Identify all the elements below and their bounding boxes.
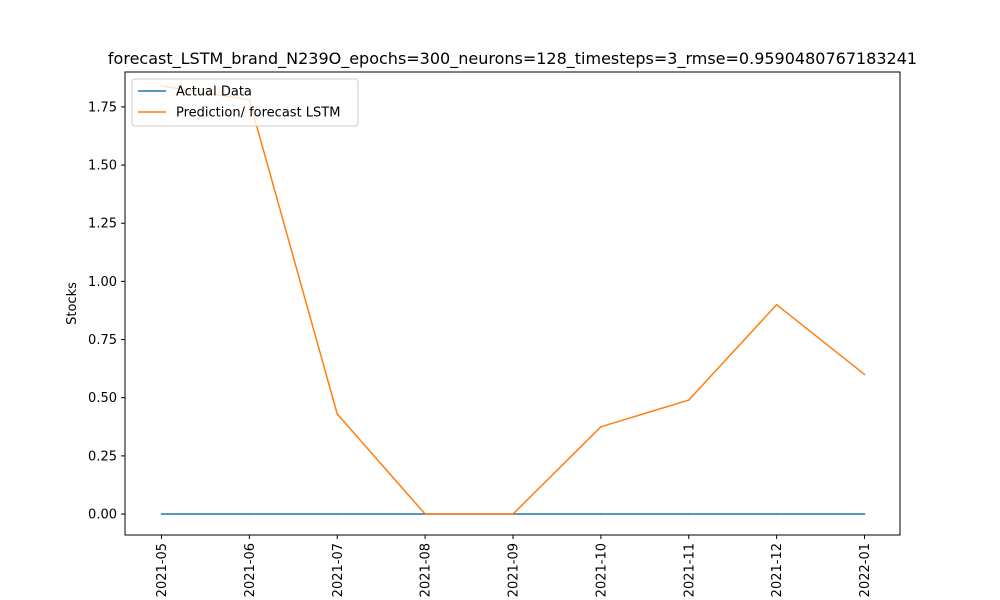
y-axis-title: Stocks (65, 282, 80, 325)
data-point (160, 513, 163, 515)
x-axis: 2021-05 2021-06 2021-07 2021-08 2021-09 2021-… (155, 535, 873, 597)
data-point (336, 513, 339, 515)
data-point (248, 513, 251, 515)
data-point (600, 513, 602, 515)
data-point (424, 513, 426, 515)
data-point (600, 426, 602, 428)
x-tick-label: 2021-09 (507, 543, 522, 597)
data-point (863, 513, 866, 515)
y-tick-label: 0.00 (88, 508, 117, 523)
series-layer (160, 85, 866, 515)
plot-area (124, 71, 901, 536)
chart-title: forecast_LSTM_brand_N239O_epochs=300_neu… (108, 49, 917, 69)
x-tick-label: 2021-10 (594, 543, 609, 597)
legend-label: Prediction/ forecast LSTM (176, 106, 340, 121)
x-tick-label: 2021-07 (331, 543, 346, 597)
data-point (687, 399, 690, 401)
data-point (863, 373, 866, 376)
x-tick-label: 2021-12 (770, 543, 785, 597)
data-point (775, 513, 778, 515)
y-tick-label: 1.00 (88, 275, 117, 290)
y-tick-label: 1.50 (88, 159, 117, 174)
x-tick-label: 2021-05 (155, 543, 170, 597)
x-tick-label: 2022-01 (858, 543, 873, 597)
y-tick-label: 0.25 (88, 449, 117, 464)
data-point (512, 513, 514, 515)
y-axis: 0.00 0.25 0.50 0.75 1.00 1.25 1.50 1.75 (88, 100, 125, 523)
legend-label: Actual Data (176, 85, 252, 100)
data-point (687, 513, 690, 515)
y-tick-label: 1.75 (88, 100, 117, 115)
y-tick-label: 1.25 (88, 217, 117, 232)
y-tick-label: 0.50 (88, 391, 117, 406)
legend-frame (131, 78, 359, 127)
legend: Actual Data Prediction/ forecast LSTM (131, 78, 359, 127)
data-point (336, 413, 339, 415)
data-point (775, 303, 778, 306)
y-tick-label: 0.75 (88, 333, 117, 348)
series-line-2 (161, 85, 865, 515)
x-tick-label: 2021-11 (682, 543, 697, 597)
x-tick-label: 2021-08 (419, 543, 434, 597)
x-tick-label: 2021-06 (243, 543, 258, 597)
